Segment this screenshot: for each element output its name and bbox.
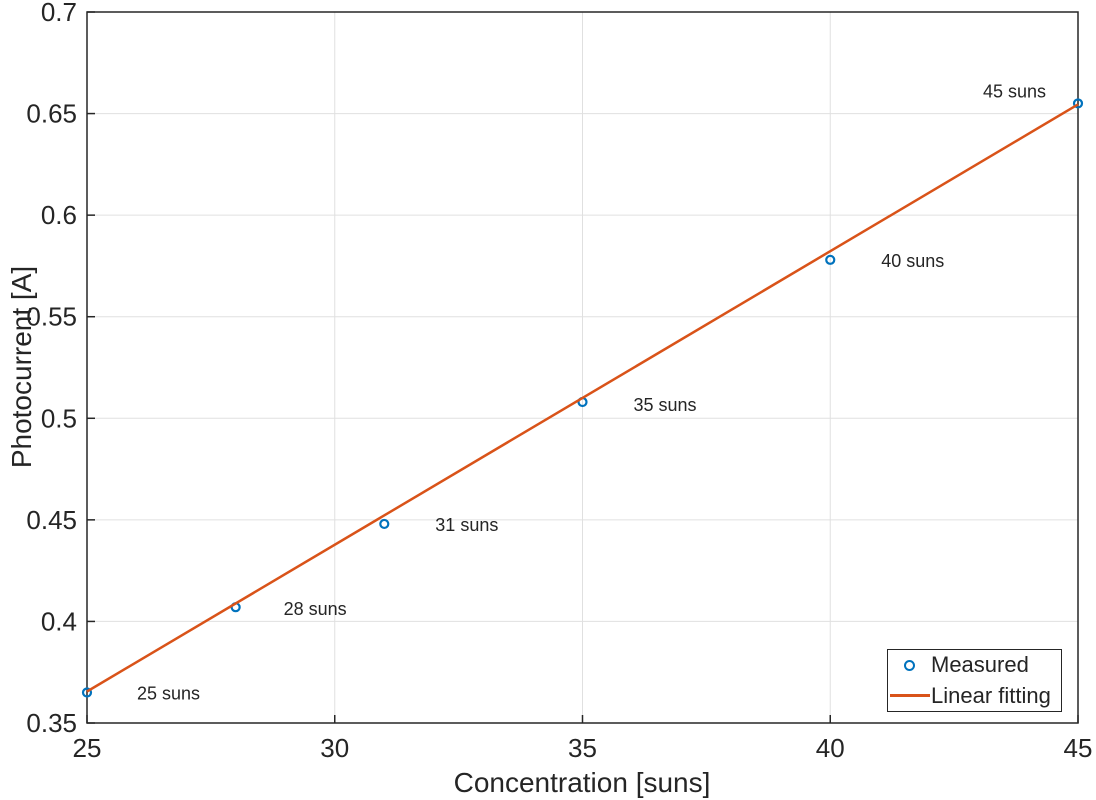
fit-line <box>86 103 1079 693</box>
y-tick-label: 0.7 <box>41 0 77 27</box>
x-tick-label: 45 <box>1064 733 1093 763</box>
y-tick-label: 0.65 <box>26 99 77 129</box>
data-point-marker <box>379 518 390 530</box>
x-tick-label: 25 <box>73 733 102 763</box>
point-annotation: 31 suns <box>435 515 498 535</box>
y-tick-label: 0.55 <box>26 302 77 332</box>
y-tick-label: 0.4 <box>41 606 77 636</box>
x-tick-label: 30 <box>320 733 349 763</box>
circle-marker-icon <box>904 659 915 671</box>
point-annotation: 35 suns <box>634 395 697 415</box>
legend-item-linear-fitting: Linear fitting <box>888 681 1061 711</box>
data-point-marker <box>825 254 836 265</box>
x-axis-label: Concentration [suns] <box>453 767 711 798</box>
data-point-marker <box>1072 98 1084 109</box>
line-sample-icon <box>889 694 930 698</box>
legend-label-linear-fitting: Linear fitting <box>931 682 1051 708</box>
legend-swatch <box>888 694 931 698</box>
point-annotation: 25 suns <box>137 684 200 704</box>
y-axis-label: Photocurrent [A] <box>6 265 37 469</box>
legend-label-measured: Measured <box>931 652 1029 678</box>
point-annotation: 28 suns <box>284 599 347 619</box>
legend-swatch <box>888 659 931 671</box>
point-annotation: 45 suns <box>983 81 1046 101</box>
x-tick-label: 40 <box>816 733 845 763</box>
y-tick-label: 0.6 <box>41 200 77 230</box>
y-tick-label: 0.35 <box>26 708 77 738</box>
legend-item-measured: Measured <box>888 650 1061 680</box>
x-tick-label: 35 <box>568 733 597 763</box>
point-annotation: 40 suns <box>881 251 944 271</box>
legend: Measured Linear fitting <box>887 649 1062 712</box>
data-point-marker <box>81 687 93 698</box>
y-tick-label: 0.45 <box>26 505 77 535</box>
y-tick-label: 0.5 <box>41 403 77 433</box>
